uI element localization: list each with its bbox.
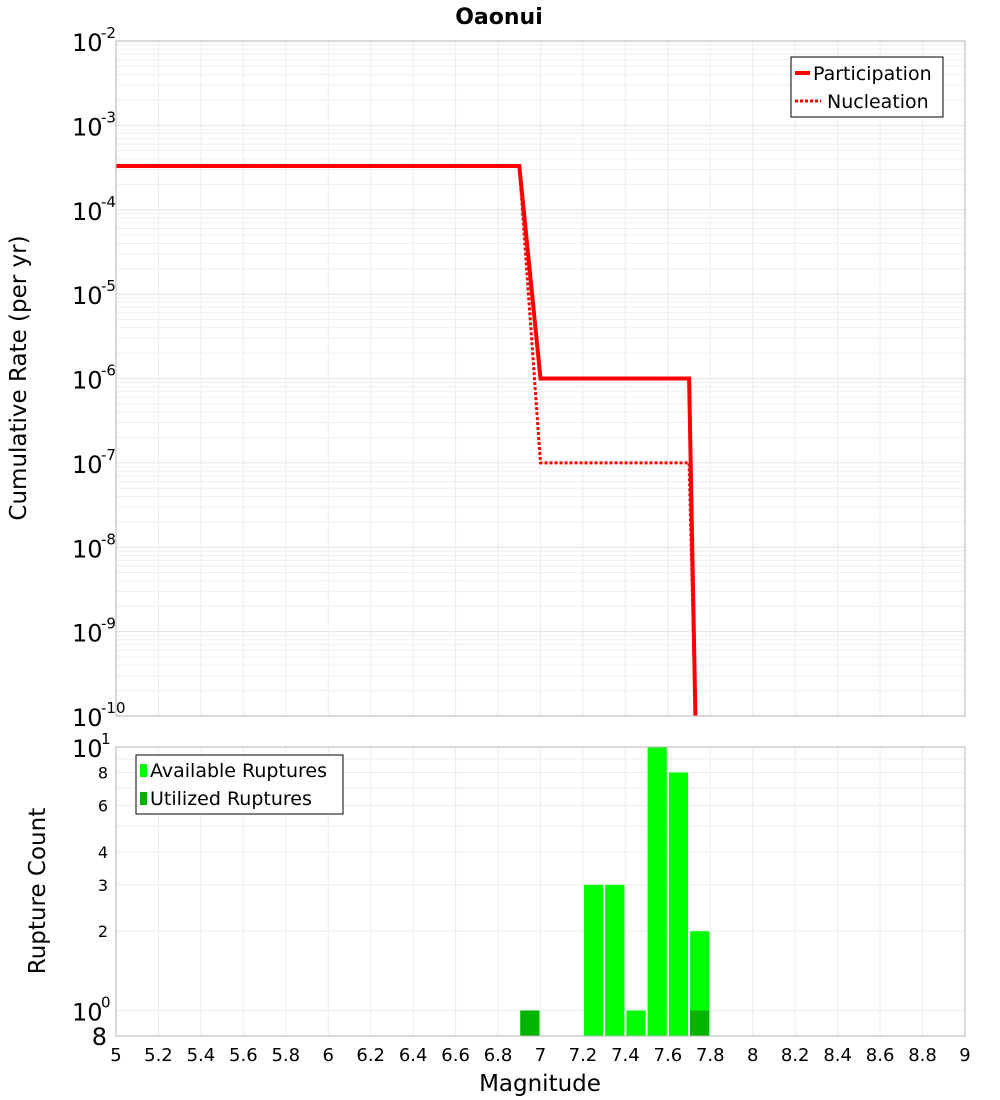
rate-y-tick-labels: 10-210-310-410-510-610-710-810-910-10 <box>72 24 126 732</box>
rate-y-tick-label: 10-5 <box>72 277 116 310</box>
rate-y-tick-label: 10-9 <box>72 615 116 648</box>
y-tick-exponent: -9 <box>101 615 116 633</box>
x-tick-label: 7 <box>535 1045 546 1066</box>
x-tick-label: 7.6 <box>654 1045 683 1066</box>
y-tick-exponent: 0 <box>101 993 111 1011</box>
rate-y-tick-label: 10-7 <box>72 446 116 479</box>
x-tick-label: 8.4 <box>823 1045 852 1066</box>
available-bar <box>584 884 604 1036</box>
x-tick-label: 6.2 <box>356 1045 385 1066</box>
x-tick-label: 5.4 <box>187 1045 216 1066</box>
y-tick-value: 4 <box>98 843 108 862</box>
available-bar <box>690 931 710 1036</box>
rate-series-lines <box>116 164 698 717</box>
y-tick-base: 10 <box>72 735 103 763</box>
available-bar <box>626 1010 646 1036</box>
count-grid <box>116 747 966 1036</box>
x-tick-label: 8.8 <box>908 1045 937 1066</box>
y-tick-base: 10 <box>72 620 103 648</box>
y-tick-exponent: -4 <box>101 193 116 211</box>
y-tick-exponent: -10 <box>101 699 126 717</box>
rate-y-tick-label: 10-10 <box>72 699 126 732</box>
count-y-tick-label: 101 <box>72 730 111 763</box>
x-tick-label: 5.2 <box>144 1045 173 1066</box>
count-y-tick-label: 3 <box>98 876 108 895</box>
x-tick-label: 9 <box>959 1045 970 1066</box>
count-legend-box <box>135 754 344 815</box>
legend-label-nucleation: Nucleation <box>827 91 929 113</box>
count-y-tick-label: 100 <box>72 993 111 1026</box>
legend-label-available: Available Ruptures <box>150 760 327 782</box>
x-tick-label: 7.2 <box>569 1045 598 1066</box>
y-tick-exponent: -3 <box>101 108 116 126</box>
count-y-tick-label: 2 <box>98 922 108 941</box>
rate-y-tick-label: 10-8 <box>72 530 116 563</box>
y-tick-base: 10 <box>72 198 103 226</box>
count-plot-frame <box>115 746 966 1037</box>
x-tick-label: 5.8 <box>271 1045 300 1066</box>
rate-y-tick-label: 10-3 <box>72 108 116 141</box>
y-tick-base: 10 <box>72 451 103 479</box>
y-tick-exponent: -8 <box>101 530 116 548</box>
x-axis-label: Magnitude <box>479 1071 601 1097</box>
x-tick-labels: 5 5.2 5.4 5.6 5.8 6 6.2 6.4 6.6 6.8 7 7.2 7.4 7.6 7.8 8… <box>110 1045 970 1066</box>
y-tick-exponent: -6 <box>101 362 116 380</box>
x-tick-label: 6.4 <box>399 1045 428 1066</box>
x-tick-label: 8 <box>747 1045 758 1066</box>
x-tick-label: 6.6 <box>441 1045 470 1066</box>
y-tick-value: 8 <box>92 1023 107 1051</box>
available-bar <box>668 772 689 1036</box>
legend-label-participation: Participation <box>813 63 932 85</box>
y-tick-value: 6 <box>98 796 108 815</box>
y-tick-exponent: -5 <box>101 277 116 295</box>
count-y-axis-label: Rupture Count <box>25 808 51 974</box>
y-tick-base: 10 <box>72 535 103 563</box>
y-tick-base: 10 <box>72 113 103 141</box>
count-legend: Available Ruptures Utilized Ruptures <box>135 754 344 815</box>
rate-y-axis-label: Cumulative Rate (per yr) <box>6 235 32 520</box>
legend-swatch-utilized <box>140 792 147 805</box>
utilized-bar <box>520 1010 540 1036</box>
count-bars <box>520 747 710 1036</box>
available-bar <box>605 884 625 1036</box>
x-tick-label: 5.6 <box>229 1045 258 1066</box>
rate-y-tick-label: 10-4 <box>72 193 116 226</box>
x-tick-label: 6 <box>323 1045 334 1066</box>
rate-legend-box <box>790 56 944 118</box>
available-bar <box>647 747 667 1036</box>
x-tick-label: 7.4 <box>611 1045 640 1066</box>
y-tick-base: 10 <box>72 998 103 1026</box>
rate-plot-frame <box>115 40 966 717</box>
rate-plot-area <box>115 40 966 717</box>
legend-label-utilized: Utilized Ruptures <box>150 788 312 810</box>
y-tick-base: 10 <box>72 29 103 57</box>
series-line-nucleation <box>116 164 697 717</box>
legend-swatch-available <box>140 764 147 777</box>
y-tick-exponent: 1 <box>101 730 111 748</box>
chart-title: Oaonui <box>455 5 543 30</box>
y-tick-value: 8 <box>98 764 108 783</box>
y-tick-value: 3 <box>98 876 108 895</box>
x-tick-label: 8.6 <box>866 1045 895 1066</box>
x-tick-label: 6.8 <box>484 1045 513 1066</box>
rate-legend: Participation Nucleation <box>790 56 944 118</box>
rate-y-tick-label: 10-6 <box>72 362 116 395</box>
y-tick-value: 2 <box>98 922 108 941</box>
x-tick-label: 7.8 <box>696 1045 725 1066</box>
x-tick-label: 5 <box>110 1045 121 1066</box>
count-y-tick-label: 6 <box>98 796 108 815</box>
utilized-bar <box>690 1010 710 1036</box>
y-tick-base: 10 <box>72 282 103 310</box>
count-y-tick-label: 8 <box>98 764 108 783</box>
x-tick-label: 8.2 <box>781 1045 810 1066</box>
count-y-tick-label: 8 <box>92 1023 107 1051</box>
y-tick-exponent: -7 <box>101 446 116 464</box>
y-tick-base: 10 <box>72 704 103 732</box>
y-tick-base: 10 <box>72 367 103 395</box>
count-y-tick-label: 4 <box>98 843 108 862</box>
rate-y-tick-label: 10-2 <box>72 24 116 57</box>
y-tick-exponent: -2 <box>101 24 116 42</box>
